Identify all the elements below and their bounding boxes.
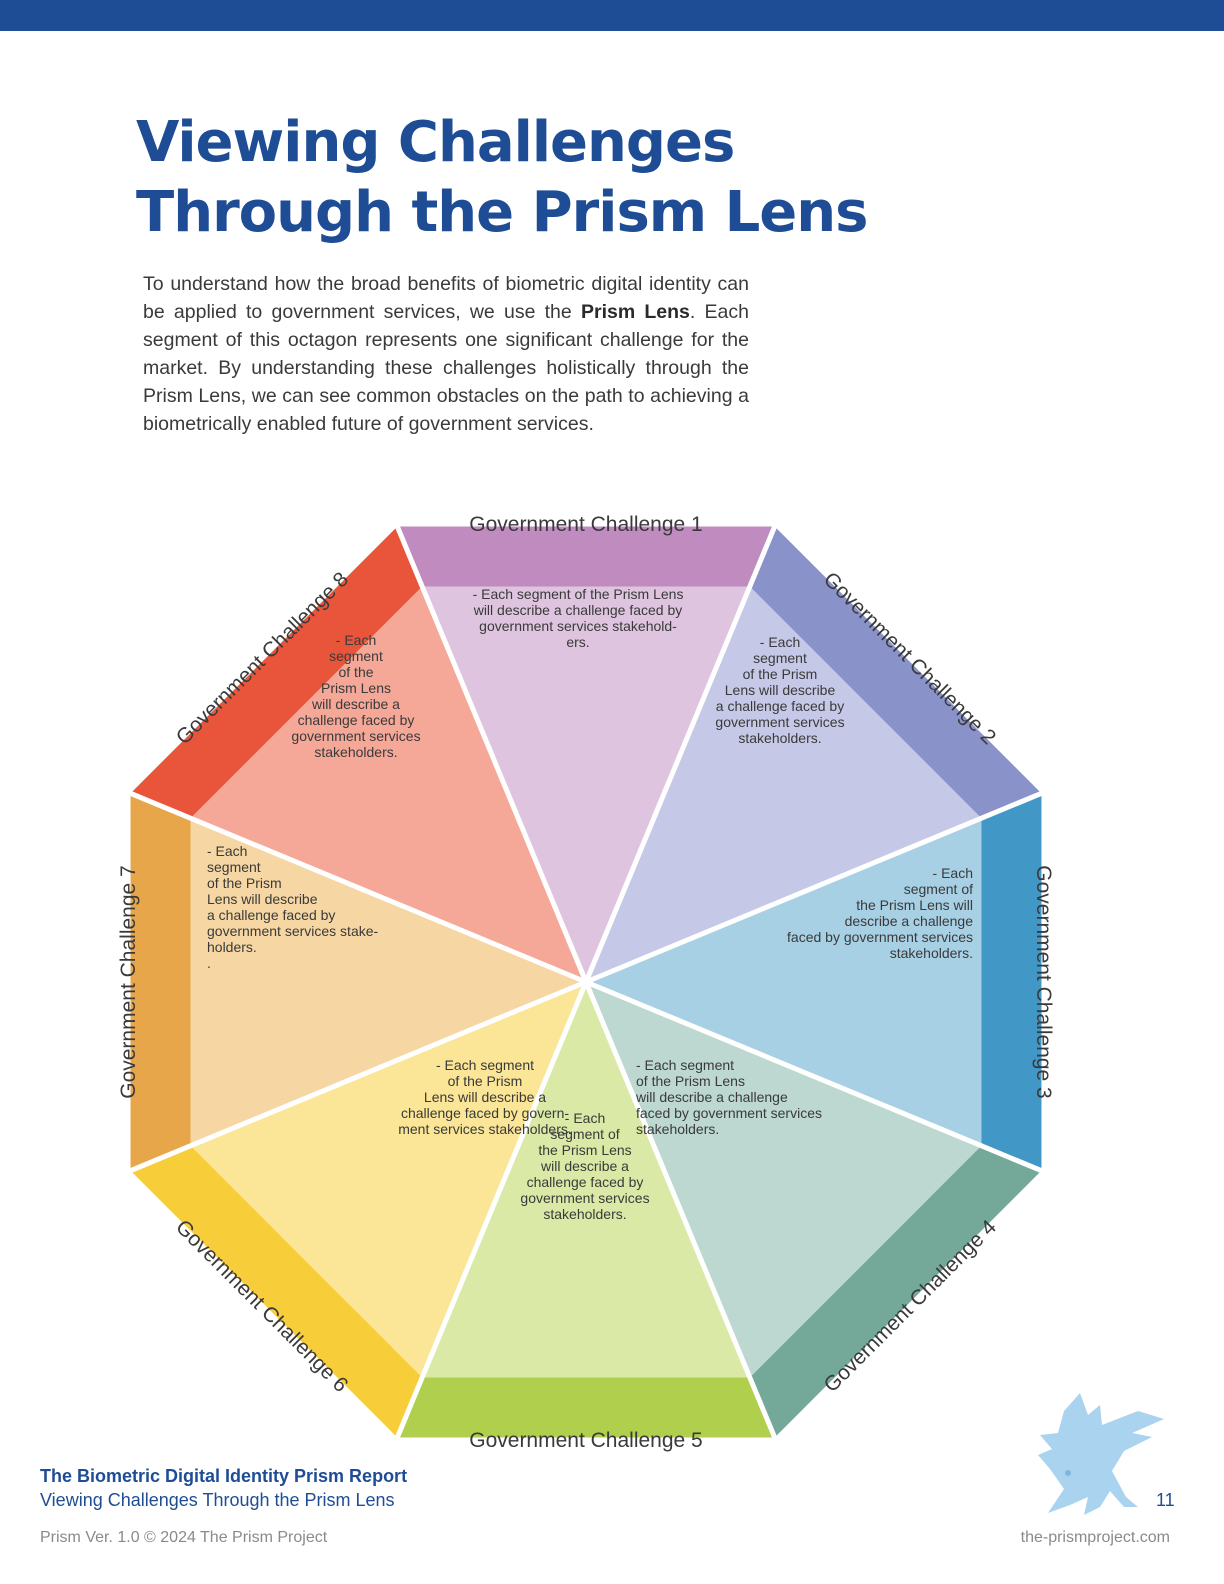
page-number: 11: [1156, 1490, 1175, 1510]
intro-text-1: To understand how the broad benefits of …: [143, 273, 749, 323]
segment-7: [130, 793, 586, 1171]
segment-7-description: - Each segment of the Prism Lens will descr…: [207, 843, 379, 971]
intro-text-2: . Each segment of this octagon represent…: [143, 301, 749, 435]
segment-4-description: - Each segment of the Prism Lens will desc…: [635, 1057, 822, 1137]
griffin-logo-icon: [1028, 1385, 1168, 1530]
segment-3-description: - Each segment of the Prism Lens will descr…: [787, 865, 973, 961]
footer-report-title: The Biometric Digital Identity Prism Rep…: [40, 1466, 408, 1486]
segment-6: [130, 982, 586, 1438]
page-title-line-1: Viewing Challenges: [136, 110, 735, 175]
segment-1: [397, 526, 775, 982]
segment-2-description: - Each segment of the Prism Lens will descr…: [715, 634, 844, 746]
segment-5: [397, 982, 775, 1438]
segment-5-label: Government Challenge 5: [469, 1429, 702, 1452]
segment-7-label: Government Challenge 7: [117, 865, 140, 1098]
footer-section-title: Viewing Challenges Through the Prism Len…: [40, 1490, 395, 1510]
footer-version: Prism Ver. 1.0 © 2024 The Prism Project: [40, 1529, 328, 1546]
segment-6-description: - Each segment of the Prism Lens will desc…: [398, 1057, 572, 1137]
footer-url[interactable]: the-prismproject.com: [1020, 1529, 1170, 1546]
page-title-line-2: Through the Prism Lens: [136, 180, 868, 245]
segment-1-label: Government Challenge 1: [469, 513, 702, 536]
intro-paragraph: To understand how the broad benefits of …: [143, 270, 749, 438]
segment-2: [586, 526, 1042, 982]
segment-8: [130, 526, 586, 982]
intro-bold-term: Prism Lens: [580, 301, 690, 323]
segment-3: [586, 793, 1042, 1171]
page-title: Viewing Challenges Through the Prism Len…: [136, 108, 868, 248]
segment-3-label: Government Challenge 3: [1032, 865, 1055, 1098]
segment-1-description: - Each segment of the Prism Lens will des…: [473, 586, 684, 650]
top-banner: [0, 0, 1224, 31]
segment-5-description: - Each segment of the Prism Lens will descr…: [520, 1110, 649, 1222]
segment-4: [586, 982, 1042, 1438]
segment-8-description: - Each segment of the Prism Lens will descri…: [291, 632, 420, 760]
